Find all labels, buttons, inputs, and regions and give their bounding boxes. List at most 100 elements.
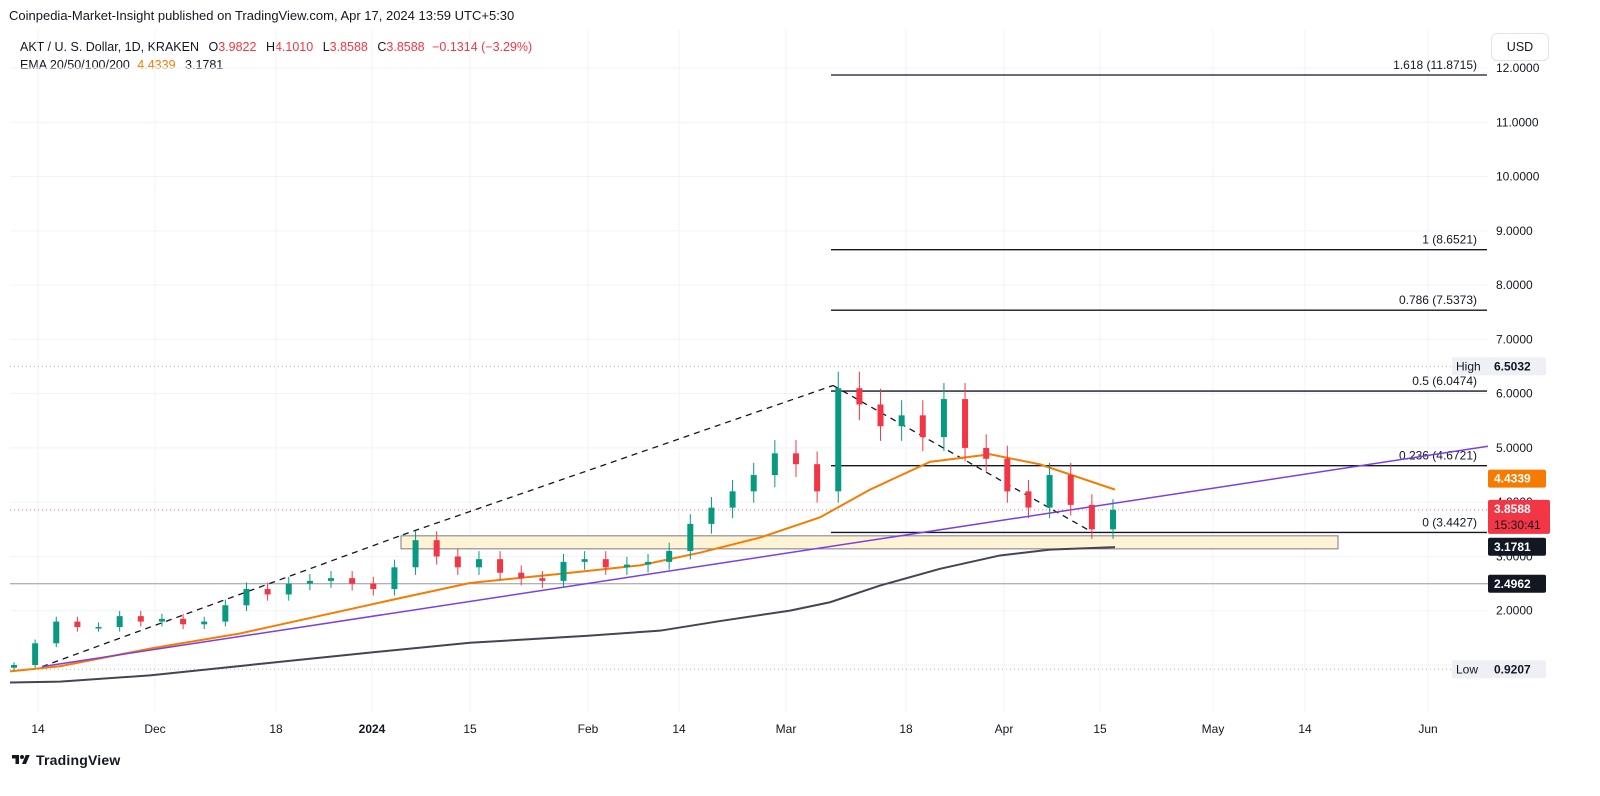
currency-button[interactable]: USD	[1491, 33, 1549, 61]
candle-body	[285, 583, 292, 595]
ema-orange-line	[9, 453, 1116, 673]
time-axis-label: 2024	[359, 722, 386, 736]
time-axis-label: Mar	[776, 722, 797, 736]
low-tag-value: 0.9207	[1494, 662, 1531, 676]
candle-body	[497, 559, 504, 573]
high-key: H	[265, 40, 275, 54]
candle-body	[243, 589, 250, 606]
support-zone[interactable]	[400, 535, 1339, 550]
candle-body	[1004, 458, 1011, 492]
time-axis-label: Feb	[578, 722, 599, 736]
candle-body	[454, 556, 461, 568]
ema-dark-line	[9, 546, 1116, 684]
candle-body	[898, 415, 905, 427]
fib-level-label: 0.236 (4.6721)	[1399, 449, 1477, 463]
candle-body	[539, 578, 546, 581]
candle-body	[433, 540, 440, 557]
close-key: C	[377, 40, 387, 54]
candle-body	[835, 388, 842, 492]
candle-body	[201, 621, 208, 625]
price-axis-label: 9.0000	[1496, 224, 1533, 238]
support-tag-value: 2.4962	[1494, 577, 1531, 591]
candle-body	[962, 399, 969, 448]
candle-body	[645, 561, 652, 565]
time-axis-label: 14	[1298, 722, 1312, 736]
price-axis-label: 10.0000	[1496, 170, 1540, 184]
candle-body	[940, 399, 947, 438]
high-tag-key: High	[1456, 359, 1481, 373]
candle-body	[687, 523, 694, 552]
price-axis-label: 5.0000	[1496, 441, 1533, 455]
candle-body	[750, 475, 757, 492]
candle-body	[475, 559, 482, 568]
candle-body	[264, 589, 271, 595]
symbol-label[interactable]: AKT / U. S. Dollar, 1D, KRAKEN	[20, 40, 199, 54]
ema-orange-tag-bg	[1488, 469, 1546, 488]
candle-body	[391, 567, 398, 590]
candle-body	[560, 561, 567, 581]
candle-body	[1088, 504, 1095, 530]
open-key: O	[208, 40, 219, 54]
candle-body	[856, 388, 863, 405]
low-value: 3.8588	[329, 40, 368, 54]
candle-body	[602, 559, 609, 568]
last-price-value: 3.8588	[1494, 502, 1531, 516]
price-axis-label: 2.0000	[1496, 604, 1533, 618]
low-tag-key-bg	[1452, 660, 1490, 679]
candle-body	[708, 507, 715, 524]
candle-body	[983, 447, 990, 459]
candle-body	[581, 559, 588, 562]
candle-body	[919, 415, 926, 438]
candle-body	[370, 583, 377, 590]
price-axis-label: 12.0000	[1496, 61, 1540, 75]
ema-dark-tag-value: 3.1781	[1494, 540, 1531, 554]
low-tag-bg	[1488, 660, 1546, 679]
fib-level-label: 1 (8.6521)	[1422, 233, 1477, 247]
published-line: Coinpedia-Market-Insight published on Tr…	[9, 8, 515, 23]
fib-level-label: 0.5 (6.0474)	[1412, 374, 1477, 388]
candle-body	[32, 643, 39, 665]
footer: TradingView	[12, 752, 120, 768]
candle-body	[137, 616, 144, 622]
time-axis-label: 14	[31, 722, 45, 736]
low-key: L	[322, 40, 330, 54]
fib-level-label: 0 (3.4427)	[1422, 515, 1477, 529]
last-price-tag-bg	[1488, 499, 1550, 534]
candle-body	[95, 627, 102, 629]
time-axis-label: 15	[1093, 722, 1107, 736]
time-axis-label: 18	[269, 722, 283, 736]
price-axis-label: 7.0000	[1496, 332, 1533, 346]
candle-body	[1067, 475, 1074, 505]
price-axis-label: 8.0000	[1496, 278, 1533, 292]
time-axis-label: May	[1202, 722, 1225, 736]
price-axis-label: 11.0000	[1496, 115, 1539, 129]
candle-body	[623, 564, 630, 568]
close-value: 3.8588	[386, 40, 425, 54]
candle-body	[814, 464, 821, 492]
candle-body	[729, 491, 736, 508]
candle-body	[666, 551, 673, 562]
candle-body	[1025, 491, 1032, 508]
ema-dark-tag-bg	[1488, 537, 1546, 556]
ema-orange-tag-value: 4.4339	[1494, 472, 1531, 486]
time-axis-label: 18	[899, 722, 913, 736]
candle-body	[349, 578, 356, 584]
fib-anchor-dashed-2	[402, 384, 834, 536]
candle-body	[412, 540, 419, 568]
ascending-trendline[interactable]	[41, 445, 1489, 668]
time-axis-label: Dec	[144, 722, 165, 736]
bar-countdown: 15:30:41	[1494, 518, 1541, 532]
open-value: 3.9822	[218, 40, 257, 54]
candle-body	[792, 453, 799, 465]
chart-legend-ohlc: AKT / U. S. Dollar, 1D, KRAKEN O3.9822 H…	[20, 40, 532, 54]
low-tag-key: Low	[1456, 662, 1478, 676]
tradingview-brand[interactable]: TradingView	[36, 752, 121, 768]
candle-body	[877, 404, 884, 427]
high-tag-bg	[1488, 357, 1546, 376]
candle-body	[158, 618, 165, 622]
candle-body	[180, 618, 187, 625]
fib-level-label: 1.618 (11.8715)	[1393, 58, 1477, 72]
fib-anchor-dashed-1	[41, 534, 404, 668]
candle-body	[1110, 509, 1116, 530]
